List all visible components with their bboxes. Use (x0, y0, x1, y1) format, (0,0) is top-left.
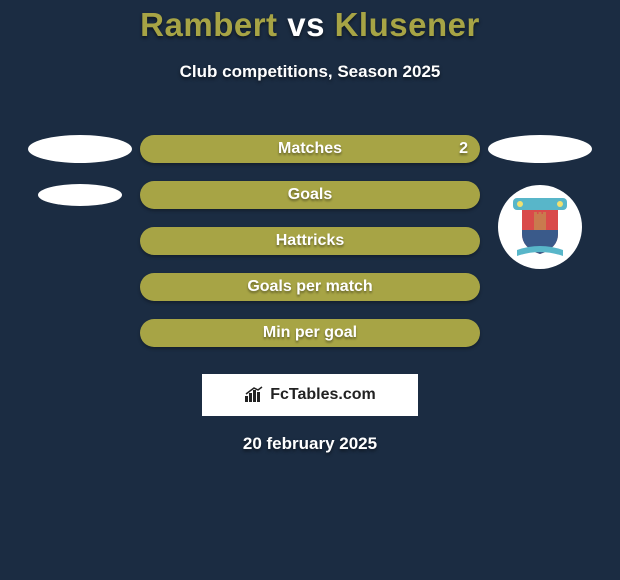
stat-bar: Hattricks (140, 227, 480, 255)
arsenal-badge-icon (505, 192, 575, 262)
stat-label: Goals (140, 186, 480, 204)
chart-bars-icon (244, 386, 266, 404)
stat-label: Hattricks (140, 232, 480, 250)
bar-wrap: Goals per match (140, 273, 480, 301)
bar-wrap: Matches 2 (140, 135, 480, 163)
stat-value-right: 2 (459, 140, 468, 158)
stat-bar: Goals (140, 181, 480, 209)
stat-label: Matches (140, 140, 480, 158)
player2-ellipse-icon (488, 135, 592, 163)
comparison-title: Rambert vs Klusener (0, 0, 620, 44)
stat-rows: Matches 2 Goals (0, 126, 620, 356)
stat-row-goals: Goals (0, 172, 620, 218)
bar-wrap: Hattricks (140, 227, 480, 255)
stat-row-goals-per-match: Goals per match (0, 264, 620, 310)
stat-row-min-per-goal: Min per goal (0, 310, 620, 356)
title-player1: Rambert (140, 6, 277, 43)
club-badge (498, 185, 582, 269)
stat-row-matches: Matches 2 (0, 126, 620, 172)
right-visual (480, 135, 600, 163)
title-vs: vs (278, 6, 335, 43)
bar-wrap: Min per goal (140, 319, 480, 347)
left-visual (20, 135, 140, 163)
stat-label: Goals per match (140, 278, 480, 296)
left-visual (20, 184, 140, 206)
stat-bar: Goals per match (140, 273, 480, 301)
bar-wrap: Goals (140, 181, 480, 209)
stat-label: Min per goal (140, 324, 480, 342)
player1-ellipse-icon (28, 135, 132, 163)
player1-ellipse-icon (38, 184, 122, 206)
stat-bar: Min per goal (140, 319, 480, 347)
footer-date: 20 february 2025 (0, 434, 620, 454)
brand-footer: FcTables.com (202, 374, 418, 416)
brand-text: FcTables.com (270, 386, 376, 404)
stat-bar: Matches 2 (140, 135, 480, 163)
subtitle: Club competitions, Season 2025 (0, 62, 620, 82)
title-player2: Klusener (335, 6, 480, 43)
